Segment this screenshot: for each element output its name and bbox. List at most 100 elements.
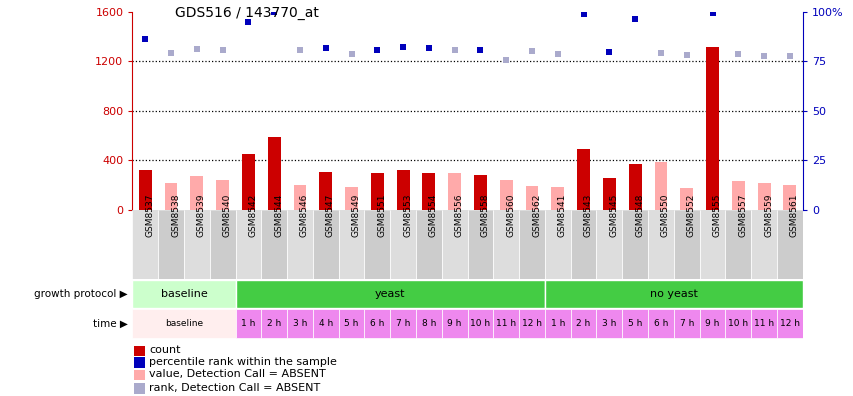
Bar <box>699 310 724 338</box>
Bar <box>776 210 802 279</box>
Text: GSM8557: GSM8557 <box>738 194 746 237</box>
Bar <box>724 310 751 338</box>
Text: 5 h: 5 h <box>627 319 641 328</box>
Text: GSM8541: GSM8541 <box>557 194 566 237</box>
Bar <box>731 181 744 210</box>
Bar <box>499 179 512 210</box>
Bar <box>235 210 261 279</box>
Bar <box>190 177 203 210</box>
Bar <box>139 170 152 210</box>
Bar <box>396 170 409 210</box>
Bar <box>261 310 287 338</box>
Bar <box>519 210 544 279</box>
Text: 12 h: 12 h <box>521 319 542 328</box>
Text: GDS516 / 143770_at: GDS516 / 143770_at <box>175 6 318 20</box>
Bar <box>415 210 441 279</box>
Bar <box>525 186 538 210</box>
Text: value, Detection Call = ABSENT: value, Detection Call = ABSENT <box>148 369 325 379</box>
Bar <box>570 310 595 338</box>
Bar <box>757 183 769 210</box>
Text: 10 h: 10 h <box>470 319 490 328</box>
Bar <box>595 310 622 338</box>
Text: 3 h: 3 h <box>601 319 616 328</box>
Bar <box>782 185 795 210</box>
Bar <box>339 310 364 338</box>
Text: 5 h: 5 h <box>344 319 358 328</box>
Text: GSM8545: GSM8545 <box>609 194 618 237</box>
Text: GSM8558: GSM8558 <box>480 194 489 237</box>
Text: 11 h: 11 h <box>496 319 516 328</box>
Bar <box>493 210 519 279</box>
Bar <box>345 187 357 210</box>
Bar <box>628 164 641 210</box>
Bar <box>647 210 673 279</box>
Bar <box>519 310 544 338</box>
Text: 1 h: 1 h <box>550 319 565 328</box>
Bar <box>622 210 647 279</box>
Text: time ▶: time ▶ <box>93 319 128 329</box>
Bar <box>544 310 570 338</box>
Text: 11 h: 11 h <box>753 319 773 328</box>
Bar <box>390 310 415 338</box>
Bar <box>293 185 306 210</box>
Text: GSM8556: GSM8556 <box>454 194 463 237</box>
Text: GSM8539: GSM8539 <box>196 194 206 237</box>
Text: GSM8550: GSM8550 <box>660 194 669 237</box>
Bar <box>595 210 622 279</box>
Text: GSM8555: GSM8555 <box>711 194 721 237</box>
Bar <box>134 370 144 380</box>
Bar <box>312 210 339 279</box>
Bar <box>235 310 261 338</box>
Text: 7 h: 7 h <box>679 319 693 328</box>
Text: 3 h: 3 h <box>293 319 307 328</box>
Bar <box>776 310 802 338</box>
Text: GSM8537: GSM8537 <box>145 194 154 237</box>
Bar <box>602 178 615 210</box>
Text: GSM8560: GSM8560 <box>506 194 514 237</box>
Text: 12 h: 12 h <box>779 319 799 328</box>
Bar <box>134 383 144 394</box>
Text: 9 h: 9 h <box>447 319 461 328</box>
Text: 6 h: 6 h <box>369 319 384 328</box>
Text: GSM8543: GSM8543 <box>583 194 592 237</box>
Bar <box>441 210 467 279</box>
Text: GSM8554: GSM8554 <box>428 194 438 237</box>
Text: growth protocol ▶: growth protocol ▶ <box>34 289 128 299</box>
Text: GSM8547: GSM8547 <box>325 194 334 237</box>
Bar <box>422 173 435 210</box>
Bar <box>441 310 467 338</box>
Text: GSM8538: GSM8538 <box>171 194 180 237</box>
Bar <box>287 210 312 279</box>
Bar <box>473 175 486 210</box>
Bar <box>699 210 724 279</box>
Text: GSM8546: GSM8546 <box>299 194 309 237</box>
Text: 2 h: 2 h <box>267 319 281 328</box>
Bar <box>467 210 493 279</box>
Text: 1 h: 1 h <box>241 319 255 328</box>
Bar <box>134 358 144 368</box>
Bar <box>235 280 544 308</box>
Bar <box>705 46 718 210</box>
Bar <box>724 210 751 279</box>
Bar <box>680 188 693 210</box>
Bar <box>319 171 332 210</box>
Text: 4 h: 4 h <box>318 319 333 328</box>
Bar <box>673 210 699 279</box>
Bar <box>364 310 390 338</box>
Bar <box>312 310 339 338</box>
Bar <box>570 210 595 279</box>
Text: yeast: yeast <box>374 289 405 299</box>
Text: GSM8540: GSM8540 <box>223 194 231 237</box>
Bar <box>390 210 415 279</box>
Text: GSM8552: GSM8552 <box>686 194 695 237</box>
Bar <box>165 183 177 210</box>
Bar <box>551 187 564 210</box>
Bar <box>216 180 229 210</box>
Bar <box>158 210 183 279</box>
Bar <box>339 210 364 279</box>
Bar <box>673 310 699 338</box>
Bar <box>647 310 673 338</box>
Text: GSM8544: GSM8544 <box>274 194 283 237</box>
Bar <box>751 210 776 279</box>
Bar <box>261 210 287 279</box>
